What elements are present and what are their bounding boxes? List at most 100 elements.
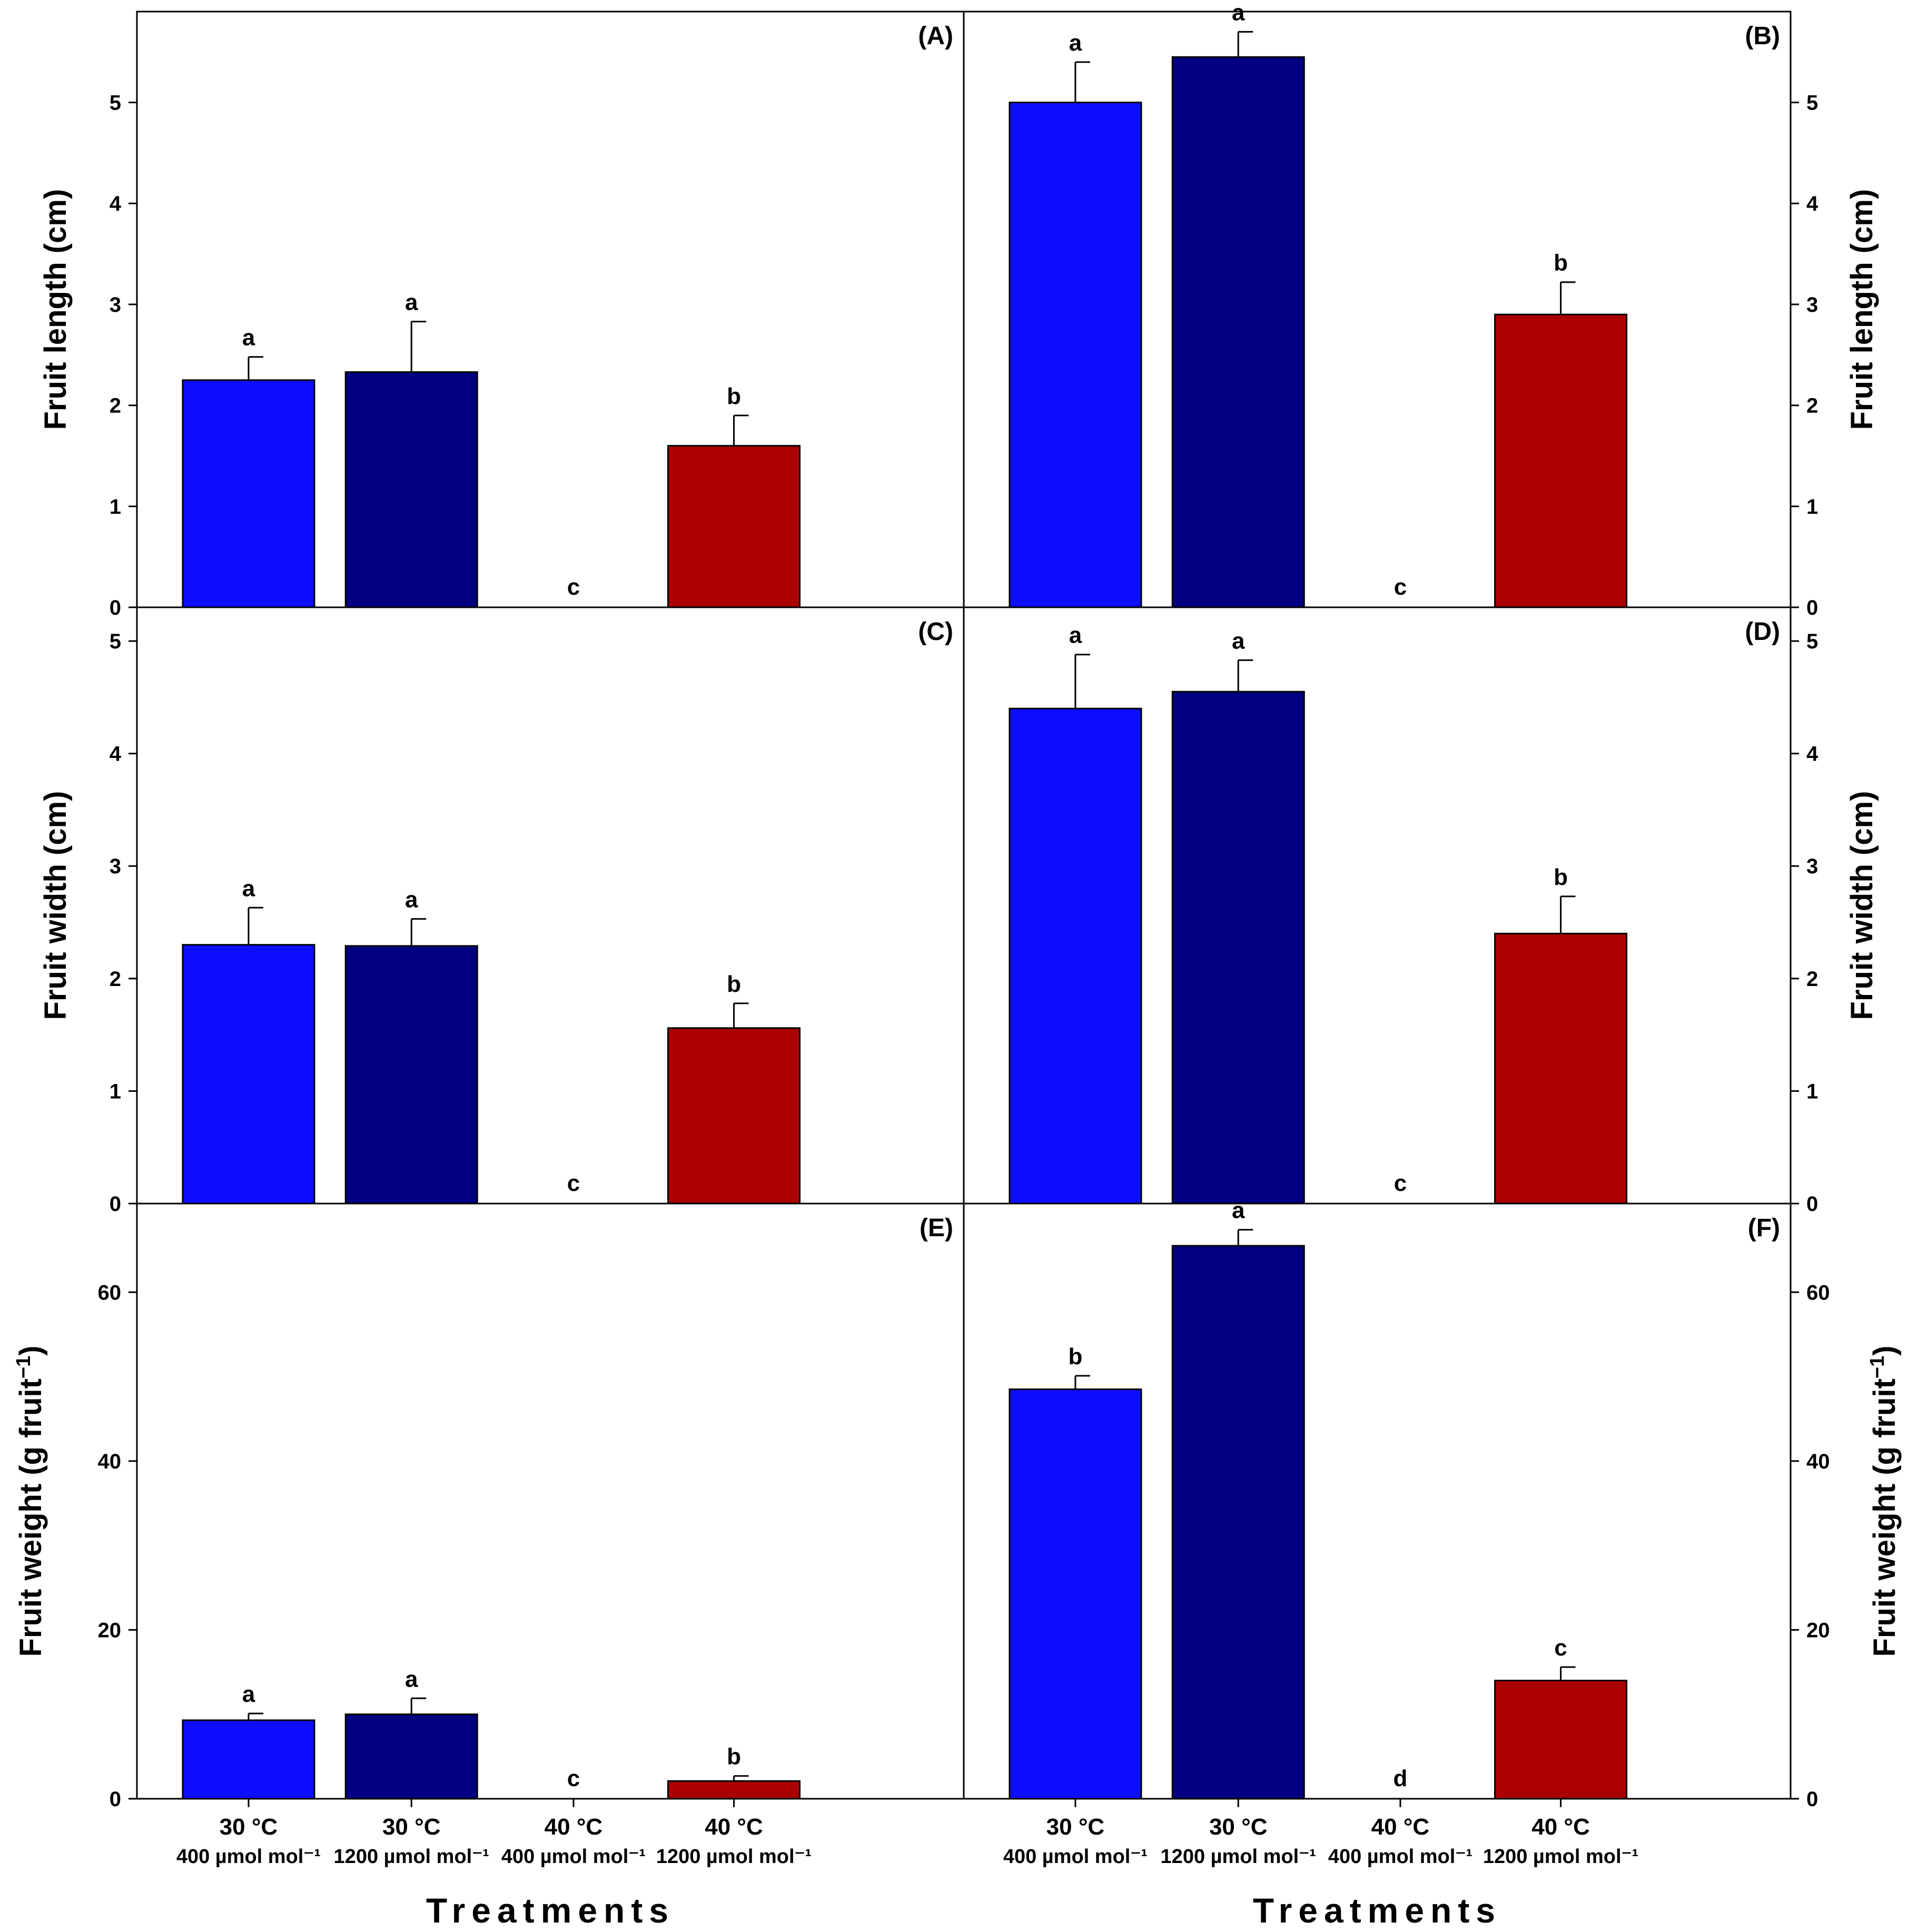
bars: a a c b: [182, 875, 801, 1205]
bar: [1171, 691, 1305, 1205]
y-axis-ticks: 0 1 2 3 4 5: [1791, 92, 1819, 619]
y-tick-label: 2: [1806, 395, 1818, 418]
y-tick-label: 60: [98, 1281, 122, 1304]
bar: [1494, 932, 1628, 1205]
x-tick-label-co2: 1200 µmol mol⁻¹: [1483, 1846, 1638, 1868]
bar-group: c: [567, 1170, 580, 1196]
bar: [1494, 1680, 1628, 1800]
y-tick-label: 3: [110, 293, 121, 317]
bar: [344, 945, 478, 1205]
bars: a a c b: [182, 1666, 801, 1800]
y-tick-label: 4: [110, 192, 122, 215]
y-tick-label: 0: [1806, 1192, 1818, 1216]
bars: b a d c: [1009, 1198, 1628, 1800]
bar: [667, 1780, 801, 1800]
significance-label: c: [567, 1170, 580, 1196]
significance-label: a: [1232, 628, 1245, 654]
bar: [1009, 707, 1142, 1205]
bar-group: d: [1394, 1766, 1408, 1791]
y-axis-title: Fruit width (cm): [1845, 791, 1879, 1020]
x-tick-label-co2: 1200 µmol mol⁻¹: [334, 1846, 489, 1868]
bar-group: c: [567, 1766, 580, 1791]
x-axis-title: Treatments: [426, 1891, 675, 1930]
y-tick-label: 4: [110, 743, 122, 766]
y-axis-ticks: 0 1 2 3 4 5: [1791, 630, 1819, 1216]
bar-group: c: [1394, 1170, 1407, 1196]
bars: a a c b: [1009, 623, 1628, 1205]
x-tick-label-co2: 400 µmol mol⁻¹: [176, 1846, 321, 1868]
y-axis-title: Fruit weight (g fruit−1): [13, 1346, 48, 1657]
panel-tag: (B): [1745, 22, 1780, 50]
bar-group: a: [1009, 623, 1142, 1205]
x-tick-label-temp: 30 °C: [1046, 1814, 1105, 1840]
y-tick-label: 0: [1806, 1788, 1818, 1811]
significance-label: a: [1232, 0, 1245, 25]
bar: [667, 445, 801, 608]
x-tick-label-co2: 1200 µmol mol⁻¹: [1161, 1846, 1316, 1868]
bar-group: a: [344, 887, 478, 1205]
y-tick-label: 3: [1806, 855, 1818, 878]
y-tick-label: 2: [1806, 968, 1818, 991]
x-axis-ticks: 30 °C 400 µmol mol⁻¹ 30 °C 1200 µmol mol⁻¹ 4…: [176, 1799, 812, 1868]
bar-group: a: [182, 325, 315, 608]
significance-label: a: [242, 875, 255, 901]
x-tick-label-co2: 1200 µmol mol⁻¹: [656, 1846, 812, 1868]
y-tick-label: 2: [110, 968, 121, 991]
y-tick-label: 0: [110, 1192, 121, 1216]
x-tick-label-temp: 40 °C: [545, 1814, 603, 1840]
y-tick-label: 3: [1806, 293, 1818, 317]
panel-c: (C) 0 1 2 3 4 5 Fruit width (cm) a a c b: [38, 618, 953, 1216]
y-tick-label: 0: [110, 1788, 121, 1811]
x-axis-title: Treatments: [1253, 1891, 1501, 1930]
significance-label: b: [727, 1744, 741, 1770]
significance-label: a: [405, 887, 418, 913]
x-tick-label-co2: 400 µmol mol⁻¹: [501, 1846, 646, 1868]
x-tick-label-temp: 40 °C: [1531, 1814, 1590, 1840]
bar: [344, 371, 478, 608]
significance-label: b: [727, 383, 741, 409]
bar-group: a: [182, 1681, 315, 1800]
panel-f: (F) 0 20 40 60 Fruit weight (g fruit−1) b a d c 30…: [1003, 1198, 1902, 1930]
significance-label: b: [1554, 864, 1568, 890]
significance-label: b: [1069, 1344, 1083, 1369]
significance-label: a: [1069, 623, 1082, 648]
y-axis-title: Fruit length (cm): [38, 189, 73, 430]
y-tick-label: 60: [1806, 1281, 1830, 1304]
panel-a: (A) 0 1 2 3 4 5 Fruit length (cm) a a c b: [38, 22, 953, 619]
significance-label: c: [567, 1766, 580, 1791]
significance-label: c: [1394, 1170, 1407, 1196]
panel-frames: [136, 11, 1792, 1800]
significance-label: a: [405, 290, 418, 316]
y-axis-ticks: 0 1 2 3 4 5: [110, 92, 137, 619]
bar-group: b: [1494, 864, 1628, 1205]
y-tick-label: 1: [110, 495, 121, 518]
y-axis-title: Fruit length (cm): [1845, 189, 1879, 430]
significance-label: a: [405, 1666, 418, 1692]
y-tick-label: 1: [1806, 1080, 1818, 1103]
x-tick-label-temp: 40 °C: [705, 1814, 763, 1840]
x-tick-label-temp: 30 °C: [220, 1814, 278, 1840]
bar-group: a: [344, 1666, 478, 1800]
y-axis-ticks: 0 20 40 60: [98, 1281, 137, 1811]
bar-group: a: [1171, 628, 1305, 1205]
bar-group: a: [1009, 30, 1142, 608]
y-tick-label: 4: [1806, 743, 1819, 766]
x-tick-label-co2: 400 µmol mol⁻¹: [1328, 1846, 1473, 1868]
significance-label: a: [242, 1681, 255, 1707]
y-tick-label: 5: [1806, 92, 1818, 115]
significance-label: b: [727, 971, 741, 997]
panel-d: (D) 0 1 2 3 4 5 Fruit width (cm) a a c b: [1009, 618, 1879, 1216]
y-axis-ticks: 0 20 40 60: [1791, 1281, 1830, 1811]
y-tick-label: 0: [1806, 596, 1818, 619]
bar-group: b: [667, 1744, 801, 1800]
y-tick-label: 40: [98, 1450, 122, 1473]
x-axis-ticks: 30 °C 400 µmol mol⁻¹ 30 °C 1200 µmol mol⁻¹ 4…: [1003, 1799, 1638, 1868]
bar-group: a: [1171, 1198, 1305, 1800]
significance-label: a: [242, 325, 255, 351]
bars: a a c b: [182, 290, 801, 608]
y-tick-label: 4: [1806, 192, 1819, 215]
x-tick-label-temp: 40 °C: [1371, 1814, 1430, 1840]
bar: [344, 1713, 478, 1800]
panel-tag: (A): [918, 22, 953, 50]
